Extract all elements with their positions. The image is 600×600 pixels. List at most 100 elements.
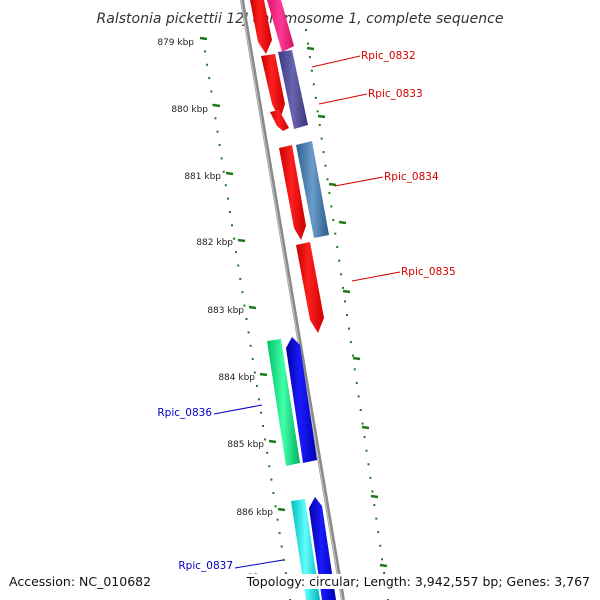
tick-dot [210, 90, 213, 93]
annotation-blocks-forward [267, 0, 329, 238]
leader-line-0834 [334, 176, 384, 187]
block-green[interactable] [267, 339, 300, 466]
tick-dot [310, 69, 313, 72]
tick-dot [220, 157, 223, 160]
tick-dot [351, 354, 354, 357]
tick-dot [322, 151, 325, 154]
major-ticks [199, 36, 388, 568]
leader-line-0833 [318, 93, 368, 105]
tick-dot [239, 277, 242, 280]
tick-dot [216, 130, 219, 133]
gene-label-rpic-0837[interactable]: Rpic_0837 [178, 560, 233, 572]
tick-dot [260, 411, 262, 414]
tick-dot [204, 50, 207, 53]
tick-dot [235, 251, 238, 254]
tick-dot [328, 191, 331, 194]
tick-dot [359, 409, 362, 411]
tick-dot [231, 224, 233, 227]
tick-dot [334, 232, 337, 235]
tick-dot [348, 327, 350, 330]
tick-dot [249, 344, 252, 347]
block-pink[interactable] [267, 0, 294, 52]
tick-dot [357, 395, 360, 398]
cds-rpic-0834[interactable] [279, 145, 306, 240]
tick-dot [241, 291, 244, 294]
tick-dot [228, 211, 231, 213]
tick-dot [264, 438, 267, 441]
tick-dot [247, 331, 250, 334]
tick-dot [206, 63, 209, 66]
tick-dot [278, 532, 281, 535]
tick-dot [320, 137, 323, 140]
kbp-label-885: 885 kbp [227, 440, 264, 450]
tick-dot [312, 83, 315, 86]
accession-text: Accession: NC_010682 [9, 574, 152, 589]
tick-dot [349, 341, 352, 344]
tick-dot [282, 558, 285, 561]
gene-label-rpic-0836[interactable]: Rpic_0836 [157, 407, 212, 419]
tick-dot [214, 117, 217, 120]
forward-cds-track [250, 0, 324, 333]
kbp-label-881: 881 kbp [184, 172, 221, 182]
tick-dot [237, 264, 240, 267]
leader-line-0832 [311, 55, 361, 68]
backbone-highlight [240, 0, 343, 600]
tick-dot [377, 531, 380, 534]
kbp-label-883: 883 kbp [207, 306, 244, 316]
tick-dot [367, 463, 370, 466]
gene-label-rpic-0833[interactable]: Rpic_0833 [368, 88, 423, 100]
tick-dot [308, 56, 311, 59]
tick-dot [353, 368, 356, 371]
tick-dot [379, 544, 382, 547]
tick-dot [257, 398, 260, 401]
tick-dot [262, 425, 265, 427]
tick-dot [344, 300, 346, 303]
tick-dot [363, 436, 366, 439]
tick-dot [330, 205, 333, 208]
leader-line-0835 [351, 271, 401, 282]
cds-rpic-0832[interactable] [261, 54, 285, 120]
block-purple[interactable] [278, 50, 308, 129]
tick-dot [332, 219, 335, 221]
block-steelblue[interactable] [296, 141, 329, 238]
gene-label-rpic-0832[interactable]: Rpic_0832 [361, 50, 416, 62]
gene-label-rpic-0835[interactable]: Rpic_0835 [401, 266, 456, 278]
tick-track-left [202, 37, 291, 600]
kbp-label-884: 884 kbp [218, 373, 255, 383]
cds-rpic-0835[interactable] [296, 242, 324, 333]
tick-dot [369, 476, 372, 479]
tick-dot [274, 505, 277, 508]
tick-dot [338, 259, 341, 262]
cds-rpic-0836[interactable] [286, 337, 317, 463]
leader-line-0837 [234, 559, 284, 569]
cds-rpic-0831[interactable] [250, 0, 272, 54]
tick-dot [314, 96, 317, 99]
map-title: Ralstonia pickettii 12J chromosome 1, co… [97, 11, 504, 27]
tick-dot [371, 490, 374, 493]
tick-dot [255, 384, 258, 387]
tick-dot [381, 558, 384, 561]
tick-dot [245, 318, 248, 320]
tick-dot [270, 478, 273, 481]
kbp-label-879: 879 kbp [157, 38, 194, 48]
tick-dot [326, 178, 329, 181]
tick-dot [222, 170, 225, 173]
tick-dot [218, 144, 221, 146]
gene-label-rpic-0834[interactable]: Rpic_0834 [384, 171, 439, 183]
tick-dot [276, 518, 279, 521]
tick-dot [226, 197, 229, 200]
cds-rpic-0832-tail[interactable] [270, 110, 289, 131]
tick-dot [233, 237, 236, 240]
tick-dot [266, 451, 269, 454]
tick-dot [208, 77, 211, 80]
tick-dot [346, 314, 348, 316]
tick-dot [224, 184, 227, 187]
tick-dot [324, 164, 327, 167]
tick-dot [373, 504, 376, 506]
topology-text: Topology: circular; Length: 3,942,557 bp… [244, 574, 590, 589]
tick-dot [280, 545, 283, 548]
kbp-label-880: 880 kbp [171, 105, 208, 115]
tick-dot [316, 110, 319, 113]
tick-dot [342, 286, 345, 289]
